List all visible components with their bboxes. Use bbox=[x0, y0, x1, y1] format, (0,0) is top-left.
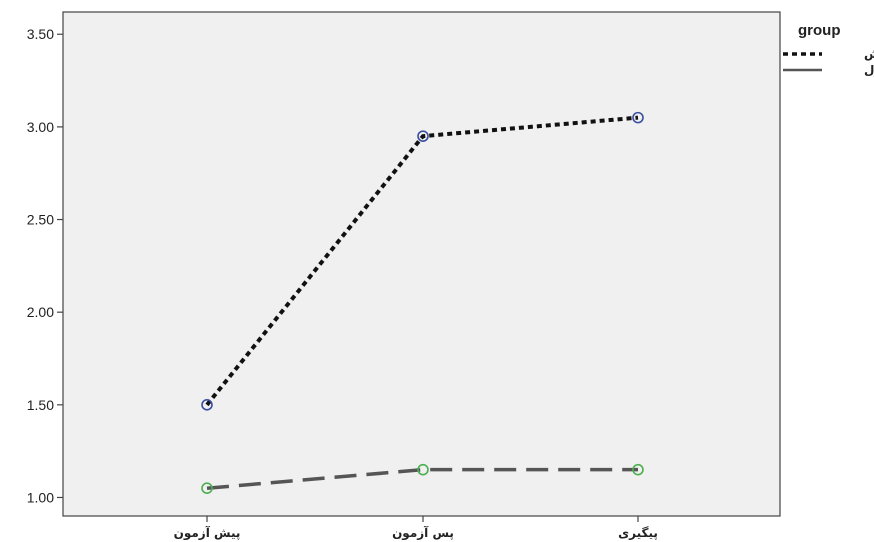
plot-area bbox=[62, 11, 781, 517]
data-point bbox=[632, 111, 644, 124]
data-point bbox=[632, 463, 644, 476]
y-tick-label: 1.00 bbox=[27, 489, 54, 505]
data-point bbox=[417, 130, 429, 142]
legend-label: کنترل bbox=[864, 63, 874, 77]
data-point bbox=[201, 482, 213, 495]
legend-title: group bbox=[798, 22, 841, 39]
x-tick-label: پیش آزمون bbox=[174, 525, 241, 541]
data-point bbox=[201, 399, 213, 411]
x-tick-label: پس آزمون bbox=[392, 525, 454, 541]
y-tick-label: 2.50 bbox=[27, 212, 54, 228]
series-line-1 bbox=[206, 467, 638, 490]
series-line-0 bbox=[205, 115, 639, 407]
x-axis: پیش آزمون پس آزمون پیگیری bbox=[174, 516, 658, 541]
legend-label: آزمایش bbox=[864, 46, 874, 61]
y-axis: 1.00 1.50 2.00 2.50 3.00 3.50 bbox=[27, 26, 63, 505]
y-tick-label: 2.00 bbox=[27, 304, 54, 320]
data-point bbox=[417, 463, 429, 476]
y-tick-label: 3.50 bbox=[27, 26, 54, 42]
series-lines bbox=[205, 115, 639, 490]
y-tick-label: 3.00 bbox=[27, 119, 54, 135]
x-tick-label: پیگیری bbox=[618, 526, 658, 540]
series-points bbox=[201, 111, 644, 495]
y-tick-label: 1.50 bbox=[27, 397, 54, 413]
legend: group آزمایش کنترل bbox=[783, 22, 874, 77]
